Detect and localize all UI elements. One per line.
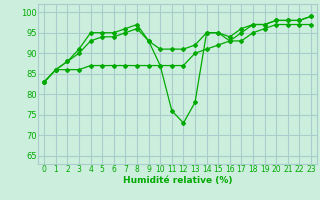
X-axis label: Humidité relative (%): Humidité relative (%) [123, 176, 232, 185]
